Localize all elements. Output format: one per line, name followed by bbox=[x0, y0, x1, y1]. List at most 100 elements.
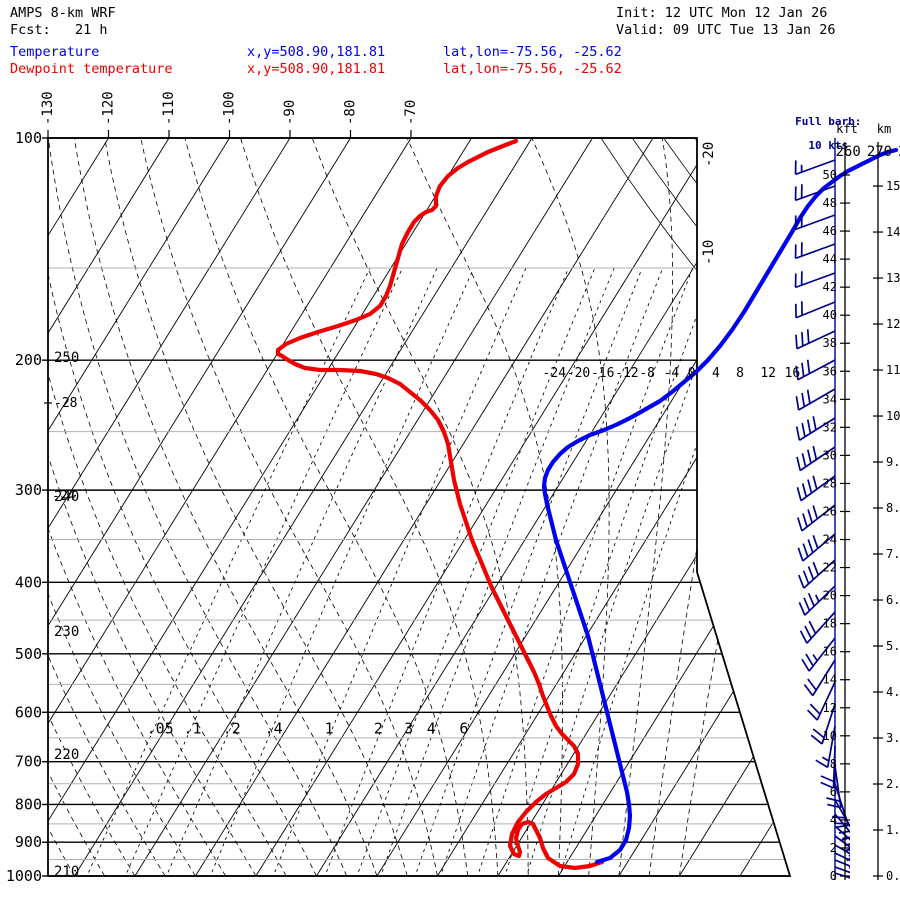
init-time: Init: 12 UTC Mon 12 Jan 26 bbox=[616, 5, 828, 21]
wind-barb bbox=[798, 585, 836, 616]
theta-label-left-250: 250 bbox=[54, 350, 79, 366]
kft-tick-label-28: 28 bbox=[823, 476, 837, 490]
theta-label-left-220: 220 bbox=[54, 747, 79, 763]
plot-border bbox=[47, 137, 792, 877]
mixing-ratio-label-3: 3 bbox=[404, 719, 413, 737]
kft-tick-label-4: 4 bbox=[830, 813, 837, 827]
mixing-ratio-6 bbox=[409, 267, 643, 876]
dry-adiabat-lines bbox=[600, 138, 790, 876]
sounding-curve-dewpoint bbox=[541, 147, 899, 865]
isotherm--90 bbox=[48, 138, 291, 876]
wind-barb bbox=[798, 559, 836, 589]
dry-adiabat-210 bbox=[694, 138, 790, 876]
pressure-tick-200: 200 bbox=[15, 351, 42, 369]
mixing-ratio-3 bbox=[350, 267, 596, 876]
isotherm-30 bbox=[558, 138, 790, 876]
isotherm-20 bbox=[497, 138, 790, 876]
wind-barb bbox=[797, 533, 836, 562]
wind-barb bbox=[796, 445, 836, 472]
temp-scale--24: -24 bbox=[543, 366, 567, 381]
km-tick-label-0: 0. bbox=[886, 869, 900, 883]
moist-adiabat-10 bbox=[140, 138, 438, 876]
temperature-latlon: lat,lon=-75.56, -25.62 bbox=[443, 44, 622, 60]
theta-label-left-230: 230 bbox=[54, 624, 79, 640]
temp-mark-left-1: -28 bbox=[54, 396, 77, 411]
mixing-ratio-label-6: 6 bbox=[459, 719, 468, 737]
kft-tick-label-8: 8 bbox=[830, 757, 837, 771]
wind-barb bbox=[810, 703, 836, 745]
wind-barb bbox=[794, 242, 836, 260]
isotherm-label-top--120: -120 bbox=[101, 91, 117, 125]
moist-adiabat-0 bbox=[73, 138, 378, 876]
moist-adiabat-25 bbox=[311, 138, 529, 876]
mixing-ratio-label-.2: .2 bbox=[223, 719, 241, 737]
pressure-tick-900: 900 bbox=[15, 833, 42, 851]
wind-barb bbox=[794, 213, 836, 231]
temp-scale--12: -12 bbox=[615, 366, 638, 381]
km-tick-label-1: 1. bbox=[886, 823, 900, 837]
isotherm--40 bbox=[134, 138, 593, 876]
temp-scale-0: 0 bbox=[688, 366, 696, 381]
km-axis-label: km bbox=[877, 122, 891, 136]
kft-tick-label-22: 22 bbox=[823, 561, 837, 575]
wind-barb bbox=[794, 301, 836, 319]
moist-adiabat--60 bbox=[0, 138, 14, 876]
isotherm--70 bbox=[48, 138, 412, 876]
moist-adiabat-35 bbox=[531, 138, 610, 876]
pressure-tick-400: 400 bbox=[15, 573, 42, 591]
wind-barb bbox=[834, 859, 850, 867]
wind-barb bbox=[795, 359, 836, 381]
theta-label-260: 260 bbox=[836, 144, 861, 160]
mixing-ratio-0.4 bbox=[203, 267, 475, 876]
kft-tick-label-18: 18 bbox=[823, 617, 837, 631]
full-barb-legend-line2: 10 kts bbox=[808, 139, 849, 152]
theta-label-280: 280 bbox=[898, 144, 900, 160]
wind-barb bbox=[834, 872, 850, 879]
kft-tick-label-34: 34 bbox=[823, 392, 837, 406]
kft-tick-label-10: 10 bbox=[823, 729, 837, 743]
isotherm-label-top--70: -70 bbox=[403, 100, 419, 125]
plot-frame bbox=[47, 137, 792, 877]
kft-tick-label-48: 48 bbox=[823, 196, 837, 210]
temp-scale-16: 16 bbox=[785, 366, 801, 381]
km-tick-label-14: 14. bbox=[886, 225, 900, 239]
isotherm--80 bbox=[48, 138, 351, 876]
wind-barb bbox=[834, 844, 850, 869]
kft-tick-label-30: 30 bbox=[823, 448, 837, 462]
pressure-tick-700: 700 bbox=[15, 753, 42, 771]
kft-tick-label-20: 20 bbox=[823, 589, 837, 603]
mixing-ratio-label-4: 4 bbox=[427, 719, 436, 737]
km-tick-label-12: 12. bbox=[886, 317, 900, 331]
moist-adiabat-lines bbox=[0, 138, 790, 876]
theta-label-270: 270 bbox=[867, 144, 892, 160]
theta-label-left-240: 240 bbox=[54, 489, 79, 505]
km-tick-label-5: 5. bbox=[886, 639, 900, 653]
moist-adiabat--5 bbox=[48, 138, 348, 876]
isotherm-10 bbox=[437, 138, 790, 876]
temp-scale--16: -16 bbox=[591, 366, 614, 381]
km-tick-label-4: 4. bbox=[886, 685, 900, 699]
valid-time: Valid: 09 UTC Tue 13 Jan 26 bbox=[616, 22, 836, 38]
dewpoint-latlon: lat,lon=-75.56, -25.62 bbox=[443, 61, 622, 77]
kft-tick-label-6: 6 bbox=[830, 785, 837, 799]
temp-scale-12: 12 bbox=[760, 366, 776, 381]
km-tick-label-10: 10. bbox=[886, 409, 900, 423]
full-barb-legend-line1: Full barb: bbox=[795, 115, 862, 128]
temp-scale-4: 4 bbox=[712, 366, 720, 381]
kft-tick-label-2: 2 bbox=[830, 841, 837, 855]
mixing-ratio-lines bbox=[79, 267, 759, 876]
wind-barb-column bbox=[794, 138, 850, 880]
isotherm--110 bbox=[48, 138, 170, 876]
mixing-ratio-label-.4: .4 bbox=[265, 719, 283, 737]
isotherm-label-top--80: -80 bbox=[343, 100, 359, 125]
km-tick-label-13: 13. bbox=[886, 271, 900, 285]
wind-barb bbox=[815, 725, 836, 769]
moist-adiabat--10 bbox=[48, 138, 317, 876]
mixing-ratio-2 bbox=[318, 267, 569, 876]
wind-barb bbox=[834, 852, 850, 862]
dry-adiabat-180 bbox=[600, 138, 790, 876]
isotherm-label-top--130: -130 bbox=[40, 91, 56, 125]
kft-tick-label-26: 26 bbox=[823, 504, 837, 518]
kft-tick-label-24: 24 bbox=[823, 533, 837, 547]
